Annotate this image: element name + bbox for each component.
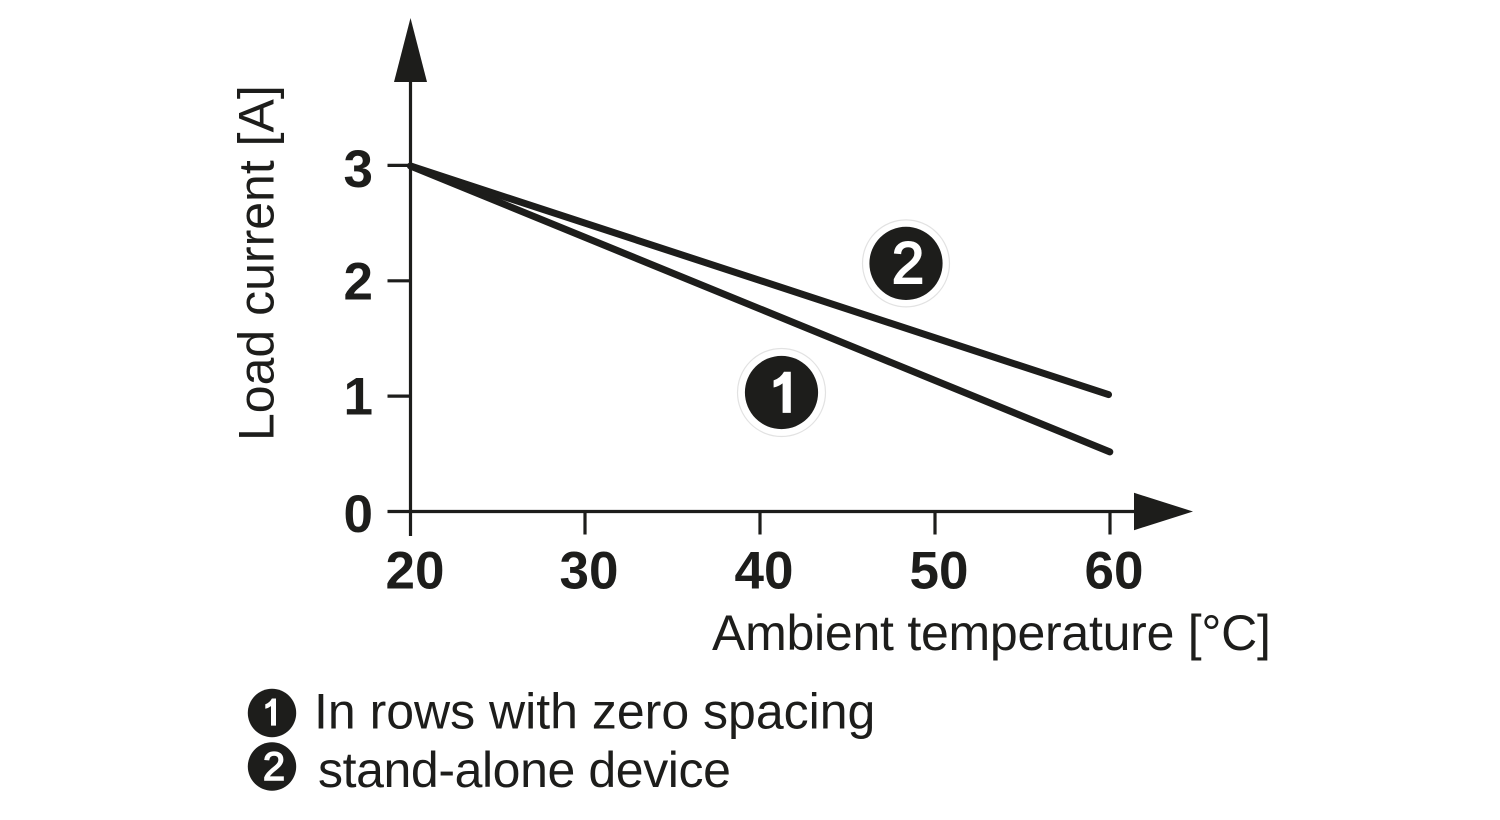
svg-text:0: 0 (344, 485, 373, 544)
svg-text:Load current [A]: Load current [A] (229, 85, 285, 441)
svg-text:1: 1 (344, 368, 373, 427)
svg-text:stand-alone device: stand-alone device (318, 742, 731, 798)
svg-text:3: 3 (344, 140, 373, 199)
svg-text:50: 50 (910, 542, 969, 601)
svg-text:In rows with zero spacing: In rows with zero spacing (314, 684, 875, 740)
svg-text:2: 2 (263, 745, 285, 789)
svg-text:2: 2 (892, 231, 924, 296)
svg-text:20: 20 (386, 542, 445, 601)
svg-text:Ambient temperature [°C]: Ambient temperature [°C] (712, 605, 1271, 661)
svg-text:40: 40 (735, 542, 794, 601)
svg-text:30: 30 (560, 542, 619, 601)
svg-text:60: 60 (1085, 542, 1144, 601)
svg-text:2: 2 (344, 252, 373, 311)
